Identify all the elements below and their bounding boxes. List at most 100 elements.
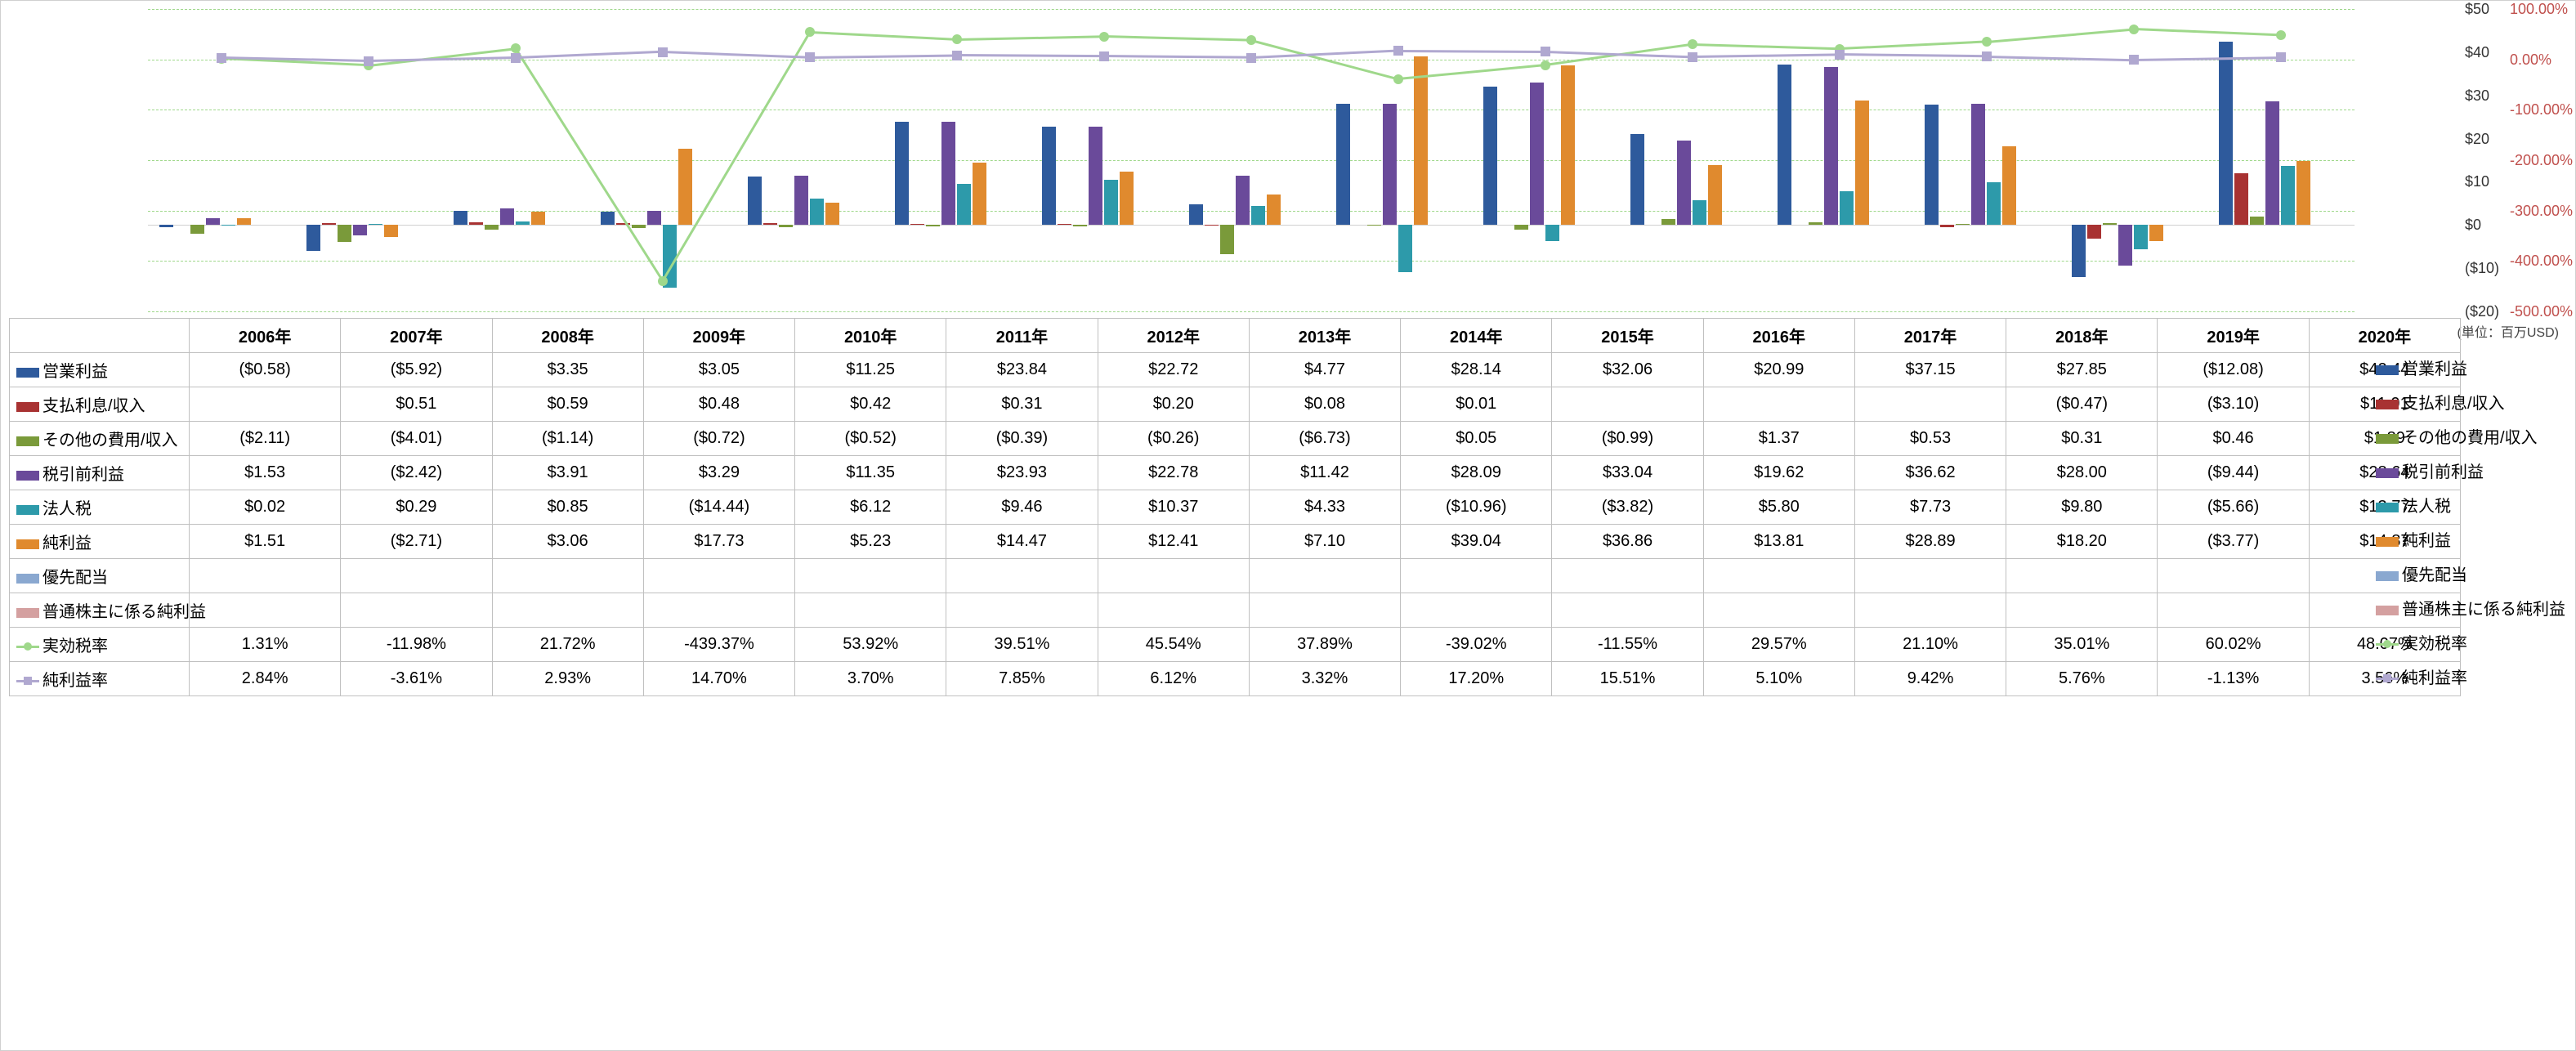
cell: [341, 559, 492, 593]
cell: $22.72: [1098, 353, 1249, 387]
bar-risoku: [322, 223, 336, 226]
cell: ($14.44): [643, 490, 794, 525]
legend-item-junritsu: 純利益率: [2371, 661, 2575, 695]
cell: ($9.44): [2158, 456, 2309, 490]
bar-eigyo: [306, 225, 320, 250]
cell: $18.20: [2006, 525, 2158, 559]
row-label-jikko: 実効税率: [10, 628, 190, 662]
cell: ($0.58): [190, 353, 341, 387]
cell: $1.53: [190, 456, 341, 490]
cell: -3.61%: [341, 662, 492, 696]
bar-zeibiki: [1824, 67, 1838, 226]
bar-junrieki: [2149, 225, 2163, 241]
year-header: 2015年: [1552, 319, 1703, 353]
marker-junritsu: [1246, 53, 1256, 63]
bar-junrieki: [973, 163, 986, 225]
bar-sonota: [1220, 225, 1234, 254]
row-label-risoku: 支払利息/収入: [10, 387, 190, 422]
marker-junritsu: [1835, 50, 1845, 60]
cell: [1401, 593, 1552, 628]
cell: $4.33: [1249, 490, 1400, 525]
cell: -1.13%: [2158, 662, 2309, 696]
cell: ($3.82): [1552, 490, 1703, 525]
cell: $0.08: [1249, 387, 1400, 422]
bar-eigyo: [1336, 104, 1350, 226]
bar-houjin: [2281, 166, 2295, 226]
cell: $3.29: [643, 456, 794, 490]
bar-houjin: [1251, 206, 1265, 225]
marker-jikko: [658, 276, 668, 286]
cell: ($6.73): [1249, 422, 1400, 456]
year-header: 2007年: [341, 319, 492, 353]
cell: $5.23: [795, 525, 946, 559]
legend-item-futsuu: 普通株主に係る純利益: [2371, 593, 2575, 627]
bar-houjin: [1545, 225, 1559, 241]
legend-item-junrieki: 純利益: [2371, 524, 2575, 558]
cell: 39.51%: [946, 628, 1098, 662]
cell: [1552, 387, 1703, 422]
cell: $33.04: [1552, 456, 1703, 490]
cell: -11.98%: [341, 628, 492, 662]
bar-zeibiki: [2265, 101, 2279, 225]
bar-zeibiki: [2118, 225, 2132, 266]
bar-eigyo: [1483, 87, 1497, 225]
bar-sonota: [632, 225, 646, 228]
cell: 21.10%: [1854, 628, 2006, 662]
cell: ($0.26): [1098, 422, 1249, 456]
cell: [1854, 593, 2006, 628]
data-table-area: 2006年2007年2008年2009年2010年2011年2012年2013年…: [9, 318, 2461, 696]
marker-junritsu: [1982, 51, 1992, 61]
cell: 2.84%: [190, 662, 341, 696]
bar-sonota: [779, 225, 793, 227]
cell: ($4.01): [341, 422, 492, 456]
cell: ($1.14): [492, 422, 643, 456]
cell: $14.47: [946, 525, 1098, 559]
marker-jikko: [2276, 30, 2286, 40]
bar-sonota: [1514, 225, 1528, 229]
bar-zeibiki: [1971, 104, 1985, 225]
cell: $27.85: [2006, 353, 2158, 387]
marker-junritsu: [1541, 47, 1550, 56]
cell: [341, 593, 492, 628]
legend-item-jikko: 実効税率: [2371, 627, 2575, 661]
year-header: 2006年: [190, 319, 341, 353]
right-axes: ($20)($10)$0$10$20$30$40$50-500.00%-400.…: [2465, 9, 2575, 311]
cell: ($0.99): [1552, 422, 1703, 456]
row-label-futsuu: 普通株主に係る純利益: [10, 593, 190, 628]
cell: ($5.92): [341, 353, 492, 387]
row-label-eigyo: 営業利益: [10, 353, 190, 387]
cell: $11.35: [795, 456, 946, 490]
cell: [1552, 593, 1703, 628]
bar-risoku: [469, 222, 483, 225]
bar-junrieki: [1855, 101, 1869, 226]
cell: $17.73: [643, 525, 794, 559]
legend-item-zeibiki: 税引前利益: [2371, 455, 2575, 490]
bar-zeibiki: [1677, 141, 1691, 226]
marker-junritsu: [364, 56, 373, 66]
cell: ($2.71): [341, 525, 492, 559]
cell: [946, 559, 1098, 593]
legend-right: 営業利益支払利息/収入その他の費用/収入税引前利益法人税純利益優先配当普通株主に…: [2371, 318, 2575, 695]
cell: $0.51: [341, 387, 492, 422]
bar-junrieki: [2296, 161, 2310, 226]
cell: $32.06: [1552, 353, 1703, 387]
cell: ($3.10): [2158, 387, 2309, 422]
cell: [643, 559, 794, 593]
cell: $1.51: [190, 525, 341, 559]
bar-sonota: [2250, 217, 2264, 225]
bar-junrieki: [1120, 172, 1134, 226]
cell: $10.37: [1098, 490, 1249, 525]
marker-jikko: [1393, 74, 1403, 84]
cell: [1854, 387, 2006, 422]
bar-eigyo: [895, 122, 909, 225]
bar-sonota: [338, 225, 351, 242]
bar-junrieki: [1561, 65, 1575, 225]
cell: [492, 593, 643, 628]
bar-eigyo: [2219, 42, 2233, 225]
bar-houjin: [2134, 225, 2148, 249]
cell: $0.29: [341, 490, 492, 525]
chart-container: ($20)($10)$0$10$20$30$40$50-500.00%-400.…: [0, 0, 2576, 1051]
bar-sonota: [190, 225, 204, 234]
bar-sonota: [1956, 224, 1970, 226]
bar-risoku: [1940, 225, 1954, 226]
